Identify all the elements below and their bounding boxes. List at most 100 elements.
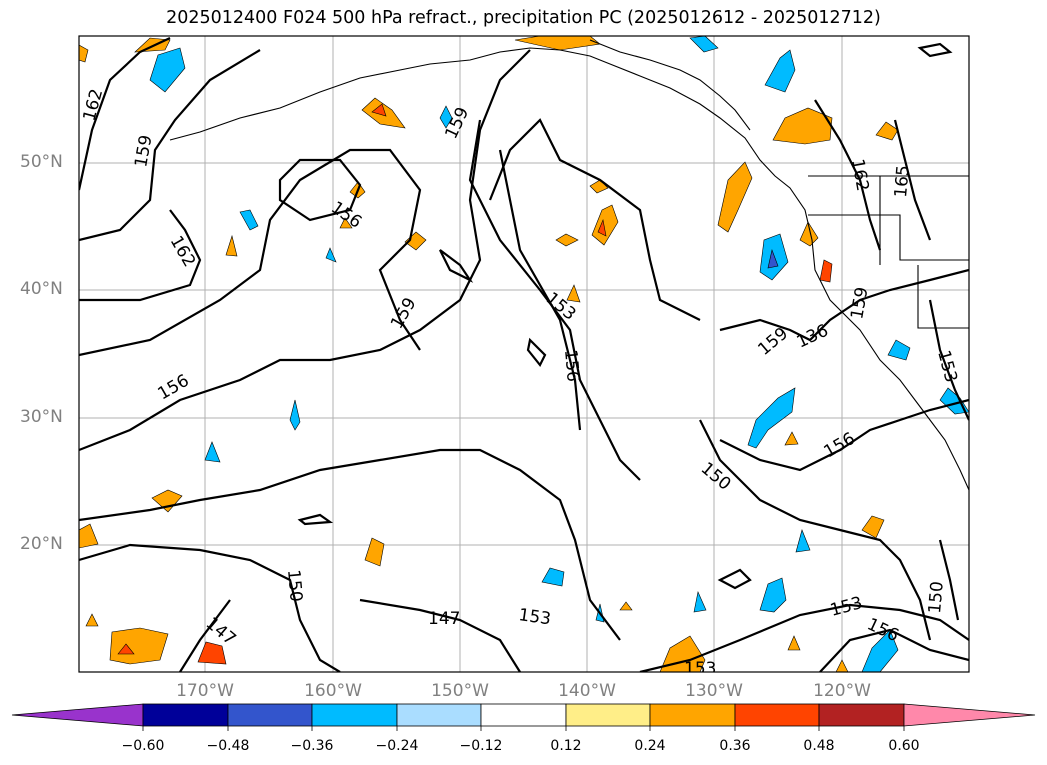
contour-small-loop bbox=[439, 249, 474, 283]
precip-patch bbox=[861, 629, 899, 672]
precip-patch bbox=[795, 529, 811, 553]
precip-patch bbox=[197, 641, 227, 665]
colorbar-segment bbox=[818, 703, 905, 727]
latitude-label: 30°N bbox=[20, 407, 63, 427]
colorbar-segment bbox=[396, 703, 482, 727]
contour-159-east bbox=[719, 268, 969, 342]
contour-label: 153 bbox=[828, 593, 865, 621]
contour-156-se bbox=[819, 628, 969, 672]
colorbar-tick-label: −0.36 bbox=[290, 738, 334, 754]
contour-150-east bbox=[699, 419, 932, 641]
precip-patch bbox=[772, 107, 833, 145]
colorbar-tick-label: −0.60 bbox=[121, 738, 165, 754]
contour-small-loop bbox=[297, 513, 334, 526]
contour-label: 162 bbox=[80, 87, 108, 124]
precip-patch bbox=[619, 601, 633, 611]
coastline-alaska bbox=[169, 47, 969, 491]
border-states bbox=[808, 176, 969, 329]
contour-label: 156 bbox=[560, 349, 583, 383]
contour-153-far-east bbox=[928, 299, 969, 421]
latitude-label: 20°N bbox=[20, 534, 63, 554]
colorbar-segment bbox=[480, 703, 567, 727]
precip-patch bbox=[117, 643, 135, 655]
precip-patch bbox=[693, 591, 707, 613]
colorbar-segment bbox=[649, 703, 736, 727]
contour-156-central bbox=[498, 149, 582, 431]
colorbar-segment bbox=[311, 703, 398, 727]
contour-label: 156 bbox=[155, 371, 193, 405]
precip-patch bbox=[717, 161, 753, 233]
contour-159-mid bbox=[278, 158, 362, 222]
precip-patch bbox=[887, 339, 911, 361]
colorbar-extend-left bbox=[11, 703, 144, 727]
precip-patch bbox=[799, 221, 819, 247]
precip-patch bbox=[555, 233, 579, 247]
precip-patch bbox=[819, 259, 833, 283]
precip-patch bbox=[541, 567, 565, 587]
precip-patch bbox=[566, 284, 581, 303]
map-title: 2025012400 F024 500 hPa refract., precip… bbox=[166, 8, 881, 28]
colorbar-extend-right bbox=[903, 703, 1036, 727]
precip-patch bbox=[79, 44, 89, 63]
colorbar bbox=[11, 703, 1036, 731]
colorbar-segment bbox=[227, 703, 313, 727]
colorbar-tick-label: 0.24 bbox=[634, 738, 666, 754]
longitude-label: 130°W bbox=[685, 681, 743, 701]
contour-150-south bbox=[79, 448, 621, 641]
contour-162-sw bbox=[79, 209, 202, 302]
longitude-label: 140°W bbox=[558, 681, 616, 701]
precip-patch bbox=[861, 515, 885, 539]
precip-patch bbox=[79, 523, 99, 549]
colorbar-tick-label: 0.12 bbox=[550, 738, 582, 754]
precip-patch bbox=[875, 121, 899, 141]
contour-label: 150 bbox=[697, 459, 735, 495]
contour-small-loop bbox=[526, 337, 547, 368]
contour-small-loop bbox=[717, 568, 752, 590]
precip-patch bbox=[514, 36, 601, 51]
colorbar-segment bbox=[142, 703, 229, 727]
colorbar-tick-label: −0.48 bbox=[206, 738, 250, 754]
precip-patch bbox=[339, 217, 353, 229]
precip-patch bbox=[204, 441, 221, 463]
colorbar-tick-label: −0.12 bbox=[459, 738, 503, 754]
precip-patch bbox=[589, 179, 609, 194]
precip-patch bbox=[759, 577, 787, 613]
contour-small-loop bbox=[917, 42, 953, 58]
precip-patch bbox=[939, 387, 969, 415]
precip-patch bbox=[784, 431, 799, 446]
longitude-label: 150°W bbox=[431, 681, 489, 701]
precip-patch bbox=[85, 613, 99, 627]
plot-frame bbox=[78, 35, 970, 673]
contour-153-central bbox=[468, 119, 641, 481]
contour-label: 162 bbox=[847, 157, 872, 192]
longitude-label: 120°W bbox=[813, 681, 871, 701]
colorbar-segment bbox=[734, 703, 820, 727]
longitude-label: 170°W bbox=[176, 681, 234, 701]
contour-162-east bbox=[814, 99, 882, 251]
contour-label: 165 bbox=[891, 164, 914, 198]
precip-patch bbox=[597, 218, 607, 237]
colorbar-tick-label: 0.60 bbox=[888, 738, 920, 754]
precip-patch bbox=[439, 105, 453, 129]
precip-patch bbox=[149, 47, 186, 93]
contour-label: 153 bbox=[933, 348, 961, 385]
precip-patch bbox=[747, 387, 796, 449]
contour-label: 153 bbox=[684, 659, 716, 679]
longitude-label: 160°W bbox=[304, 681, 362, 701]
contour-lines bbox=[79, 37, 969, 672]
coastlines bbox=[169, 39, 969, 491]
colorbar-tick-label: 0.36 bbox=[719, 738, 751, 754]
colorbar-segment bbox=[565, 703, 651, 727]
precip-patch bbox=[764, 49, 796, 93]
latitude-label: 40°N bbox=[20, 279, 63, 299]
precip-patch bbox=[787, 635, 801, 651]
contour-153-east bbox=[639, 603, 969, 672]
precip-patch bbox=[371, 103, 387, 117]
precip-patch bbox=[835, 659, 849, 672]
contour-150-west bbox=[79, 543, 341, 672]
contour-156-west bbox=[79, 148, 422, 357]
contour-165-east bbox=[893, 119, 932, 241]
contour-162-west bbox=[79, 37, 171, 191]
contour-159-central bbox=[488, 118, 701, 321]
